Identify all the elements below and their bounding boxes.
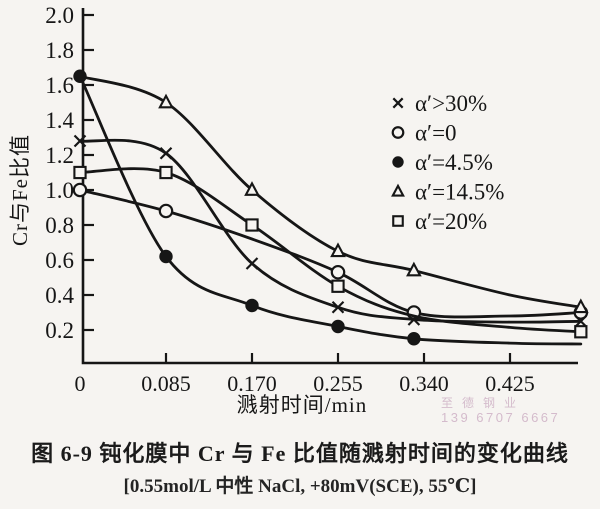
series-2: [73, 69, 583, 346]
figure-caption: 图 6-9 钝化膜中 Cr 与 Fe 比值随溅射时间的变化曲线: [31, 441, 569, 466]
legend: α′>30% α′=0 α′=4.5% α′=14.5% α′=20%: [391, 91, 504, 234]
series-4: [73, 165, 588, 339]
cross-marker: [245, 257, 259, 270]
open-square-marker: [331, 279, 345, 293]
open-triangle-marker: [330, 242, 346, 258]
x-tick-label: 0: [75, 371, 86, 396]
series-line: [78, 74, 583, 346]
y-tick-label: 1.8: [45, 38, 74, 63]
y-tick-label: 1.2: [45, 143, 74, 168]
open-square-marker: [245, 218, 259, 232]
x-axis-label: 溅射时间/min: [237, 393, 368, 417]
open-triangle-marker: [572, 298, 589, 314]
open-square-marker: [73, 165, 87, 180]
y-tick-label: 1.6: [45, 73, 74, 98]
x-tick-label: 0.170: [227, 371, 277, 396]
filled-circle-marker: [407, 332, 421, 346]
series-line: [78, 167, 583, 334]
axes: [81, 8, 578, 365]
legend-label: α′>30%: [415, 91, 487, 116]
open-circle-marker: [330, 264, 346, 280]
y-tick-label: 0.6: [45, 248, 74, 273]
open-triangle-marker: [158, 93, 174, 109]
open-circle-marker: [158, 203, 174, 219]
y-axis-label: Cr与Fe比值: [8, 134, 32, 246]
filled-circle-marker: [331, 319, 345, 334]
watermark-company: 至德钢业: [441, 396, 526, 410]
y-tick-label: 0.4: [45, 283, 74, 308]
legend-entry: α′=4.5%: [392, 150, 493, 175]
y-tick-label: 1.4: [45, 108, 74, 133]
x-tick-label: 0.340: [399, 371, 449, 396]
open-triangle-marker: [244, 181, 260, 196]
open-square-marker: [574, 325, 588, 339]
figure-conditions: [0.55mol/L 中性 NaCl, +80mV(SCE), 55℃]: [123, 476, 477, 497]
open-triangle-marker: [391, 183, 405, 197]
cross-marker: [73, 134, 87, 148]
cross-marker: [331, 300, 345, 314]
watermark: 至德钢业 139 6707 6667: [441, 396, 561, 426]
legend-label: α′=14.5%: [415, 180, 504, 205]
y-tick-label: 1.0: [45, 178, 74, 203]
series-line: [78, 188, 583, 319]
series-3: [78, 74, 589, 314]
legend-label: α′=0: [415, 121, 457, 146]
open-circle-marker: [72, 182, 88, 198]
legend-label: α′=20%: [415, 209, 487, 234]
x-tick-label: 0.255: [313, 371, 363, 396]
filled-circle-marker: [392, 156, 404, 168]
open-square-marker: [392, 215, 404, 227]
y-tick-label: 0.8: [45, 213, 74, 238]
watermark-phone: 139 6707 6667: [441, 409, 561, 425]
filled-circle-marker: [159, 249, 173, 264]
open-circle-marker: [391, 126, 405, 139]
filled-circle-marker: [245, 298, 259, 313]
legend-entry: α′>30%: [392, 91, 487, 116]
legend-entry: α′=14.5%: [391, 180, 504, 205]
cross-marker: [392, 97, 404, 109]
cross-marker: [159, 146, 173, 160]
y-tick-label: 2.0: [45, 3, 74, 28]
legend-entry: α′=20%: [392, 209, 487, 234]
x-tick-label: 0.425: [485, 371, 535, 396]
x-tick-label: 0.085: [141, 371, 191, 396]
series-line: [78, 74, 583, 309]
legend-label: α′=4.5%: [415, 150, 493, 175]
legend-entry: α′=0: [391, 121, 457, 146]
series-1: [72, 182, 589, 320]
open-square-marker: [159, 165, 173, 180]
y-tick-label: 0.2: [45, 318, 74, 343]
open-triangle-marker: [406, 261, 422, 277]
